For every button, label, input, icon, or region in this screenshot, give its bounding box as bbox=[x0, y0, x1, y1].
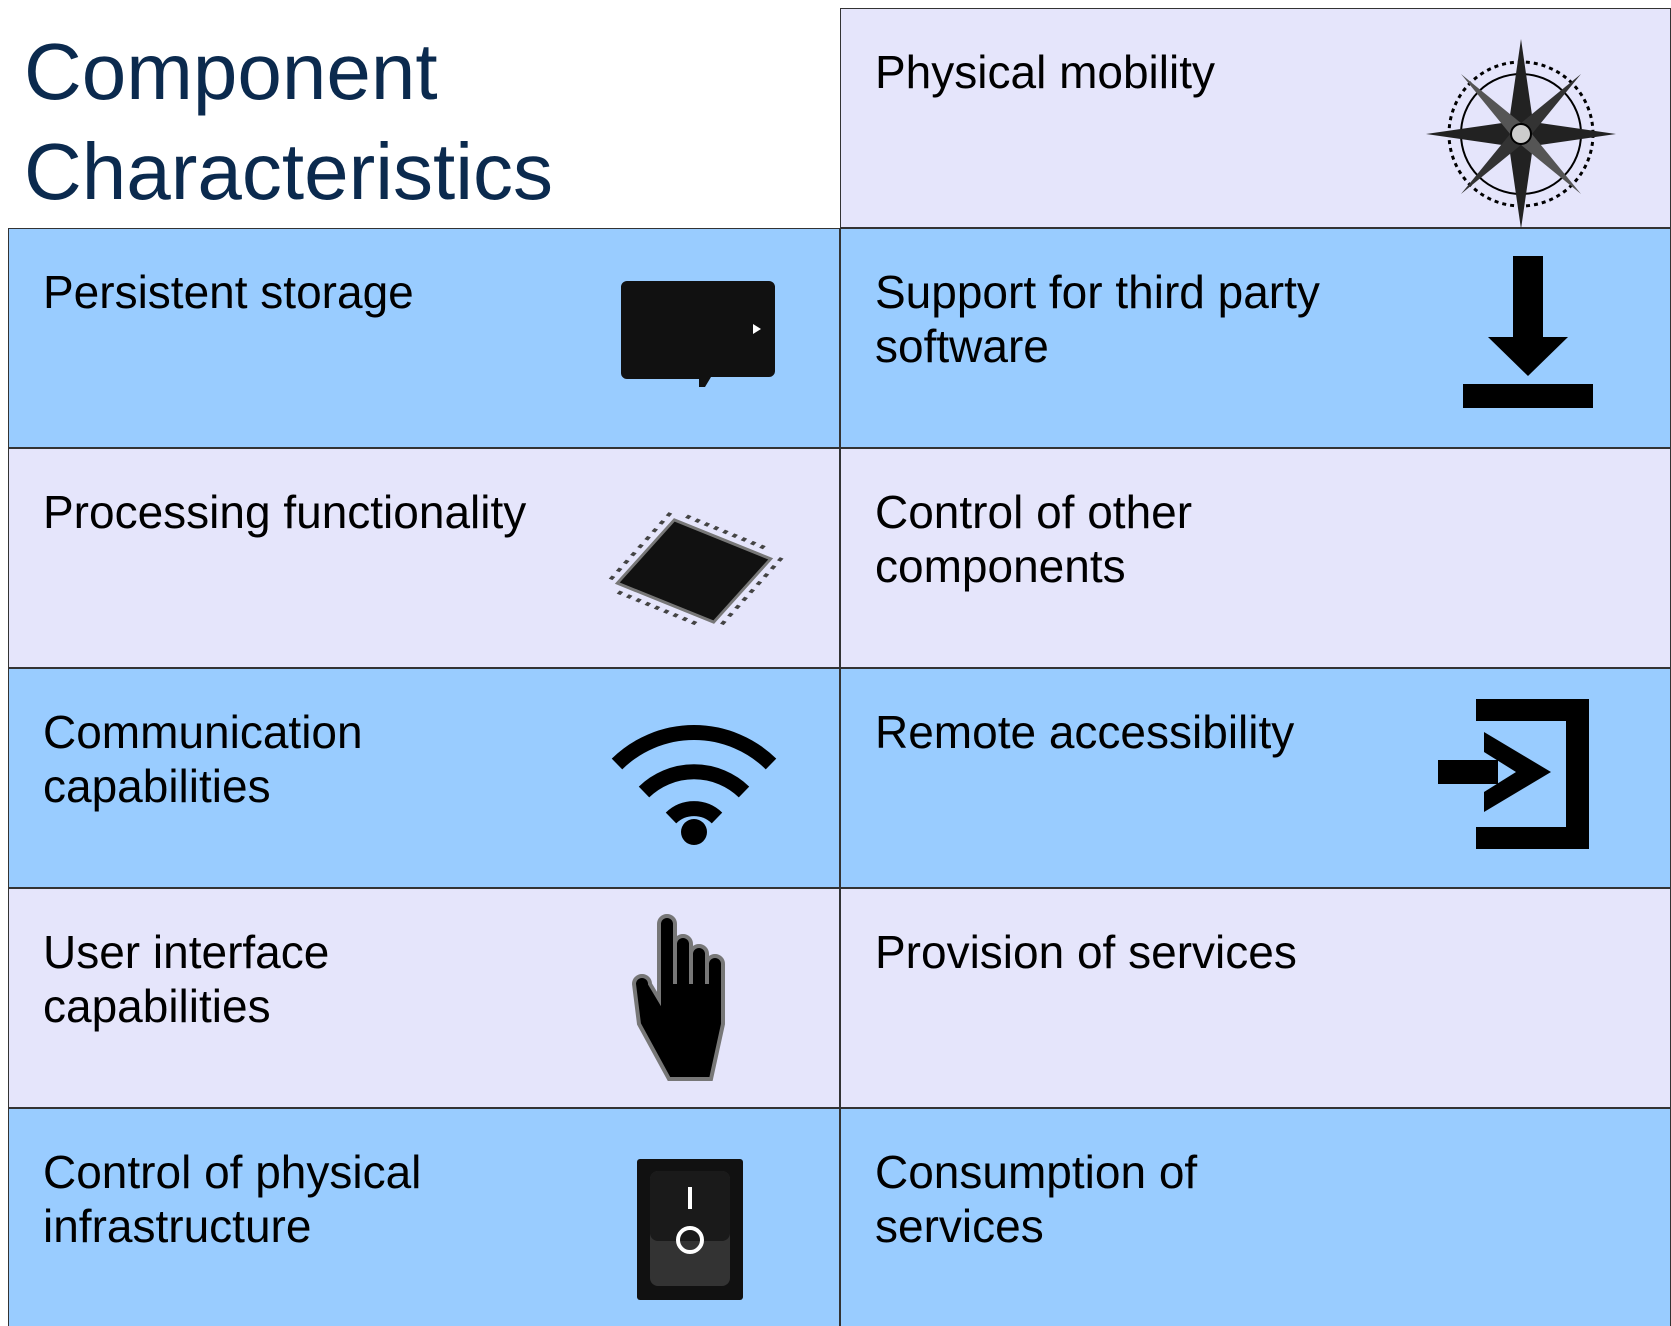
wifi-icon bbox=[611, 725, 777, 845]
cell: Provision of services bbox=[840, 888, 1671, 1108]
cell-label: Physical mobility bbox=[875, 46, 1215, 98]
download-icon bbox=[1463, 256, 1593, 408]
cell: Communication capabilities bbox=[8, 668, 840, 888]
cell-label: Consumption of services bbox=[875, 1146, 1198, 1252]
cell: Physical mobility bbox=[840, 8, 1671, 229]
cell: Control of physical infrastructure bbox=[8, 1108, 840, 1326]
cell: Processing functionality bbox=[8, 448, 840, 668]
compass-icon bbox=[1426, 39, 1616, 229]
cell: Consumption of services bbox=[840, 1108, 1671, 1326]
cell-label: Support for third party software bbox=[875, 266, 1320, 372]
chip-icon bbox=[604, 512, 784, 630]
page-title: Component Characteristics bbox=[24, 27, 554, 216]
login-icon bbox=[1438, 699, 1589, 849]
cell-label: Remote accessibility bbox=[875, 706, 1295, 758]
switch-icon bbox=[637, 1159, 743, 1300]
cell: Remote accessibility bbox=[840, 668, 1671, 888]
cell-label: Provision of services bbox=[875, 926, 1297, 978]
cell: Persistent storage bbox=[8, 228, 840, 448]
cell-label: Processing functionality bbox=[43, 486, 527, 538]
cell: Control of other components bbox=[840, 448, 1671, 668]
cell: User interface capabilities bbox=[8, 888, 840, 1108]
sd-card-icon bbox=[621, 281, 775, 387]
cell-label: Control of other components bbox=[875, 486, 1193, 592]
cell: Support for third party software bbox=[840, 228, 1671, 448]
hand-icon bbox=[631, 914, 725, 1081]
cell-label: Persistent storage bbox=[43, 266, 414, 318]
cell-label: User interface capabilities bbox=[43, 926, 330, 1032]
cell-label: Control of physical infrastructure bbox=[43, 1146, 422, 1252]
cell-label: Communication capabilities bbox=[43, 706, 363, 812]
